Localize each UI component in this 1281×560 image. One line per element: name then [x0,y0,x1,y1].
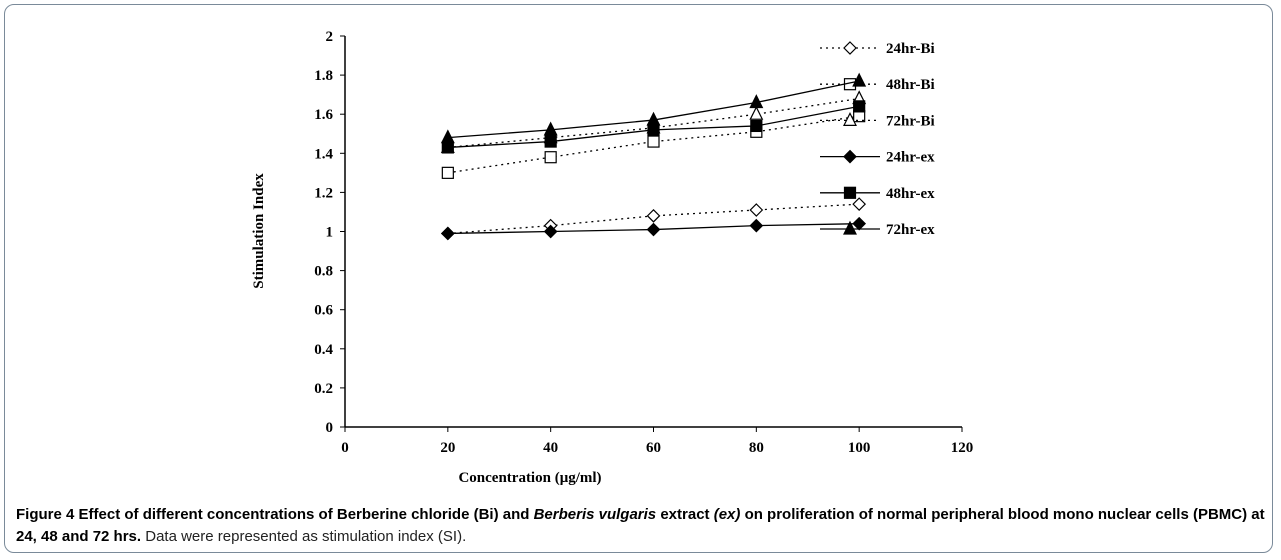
marker [843,186,857,199]
caption-abbrev: (ex) [713,506,741,523]
marker [440,226,455,241]
caption-title: Effect of different concentrations of Be… [78,506,530,523]
y-tick-label: 0.2 [314,381,333,397]
caption-title: extract [660,506,710,523]
marker [750,119,763,133]
marker [843,112,857,127]
marker [749,105,764,120]
y-tick-label: 1.8 [314,68,333,84]
marker [440,129,455,144]
y-tick-label: 0.8 [314,264,333,280]
chart: Concentration (μg/ml) Stimulation Index … [251,29,974,486]
marker [441,166,454,179]
marker [843,41,857,55]
marker [852,72,867,87]
x-tick-label: 0 [341,440,349,456]
y-tick-label: 1.4 [314,146,333,162]
legend-label: 24hr-Bi [886,41,935,57]
y-tick-label: 0.4 [314,342,333,358]
legend-label: 48hr-ex [886,186,935,202]
legend-label: 72hr-ex [886,222,935,238]
caption-note: Data were represented as stimulation ind… [145,528,467,545]
figure-frame [4,4,1273,553]
x-tick-label: 80 [749,440,764,456]
marker [441,141,454,154]
x-tick-label: 20 [440,440,455,456]
marker [852,197,867,211]
caption-label: Figure 4 [16,506,75,523]
legend-label: 48hr-Bi [886,77,935,93]
y-tick-label: 2 [326,29,334,45]
marker [749,218,764,233]
marker [646,222,661,237]
legend-label: 24hr-ex [886,150,935,166]
marker [749,94,764,109]
x-tick-label: 100 [848,440,871,456]
y-tick-label: 0.6 [314,303,333,319]
caption: Figure 4 Effect of different concentrati… [16,504,1266,548]
caption-species: Berberis vulgaris [533,506,657,523]
x-tick-label: 120 [951,440,974,456]
x-axis-label: Concentration (μg/ml) [458,470,601,486]
marker [853,100,866,113]
y-tick-label: 1.2 [314,185,333,201]
y-tick-label: 0 [326,420,334,436]
marker [749,203,764,217]
marker [646,209,661,223]
marker [843,220,857,235]
marker [543,121,558,136]
marker [544,135,557,148]
y-tick-label: 1 [326,225,334,241]
marker [646,111,661,126]
y-tick-label: 1.6 [314,107,333,123]
marker [647,123,660,136]
legend-label: 72hr-Bi [886,113,935,129]
marker [843,149,857,164]
caption-title: on proliferation of normal peripheral bl… [16,506,1265,545]
marker [852,216,867,231]
x-tick-label: 60 [646,440,661,456]
marker [543,224,558,239]
series-line [447,203,860,235]
marker [544,151,557,164]
x-tick-label: 40 [543,440,558,456]
marker [647,135,660,148]
y-axis-label: Stimulation Index [251,173,267,289]
